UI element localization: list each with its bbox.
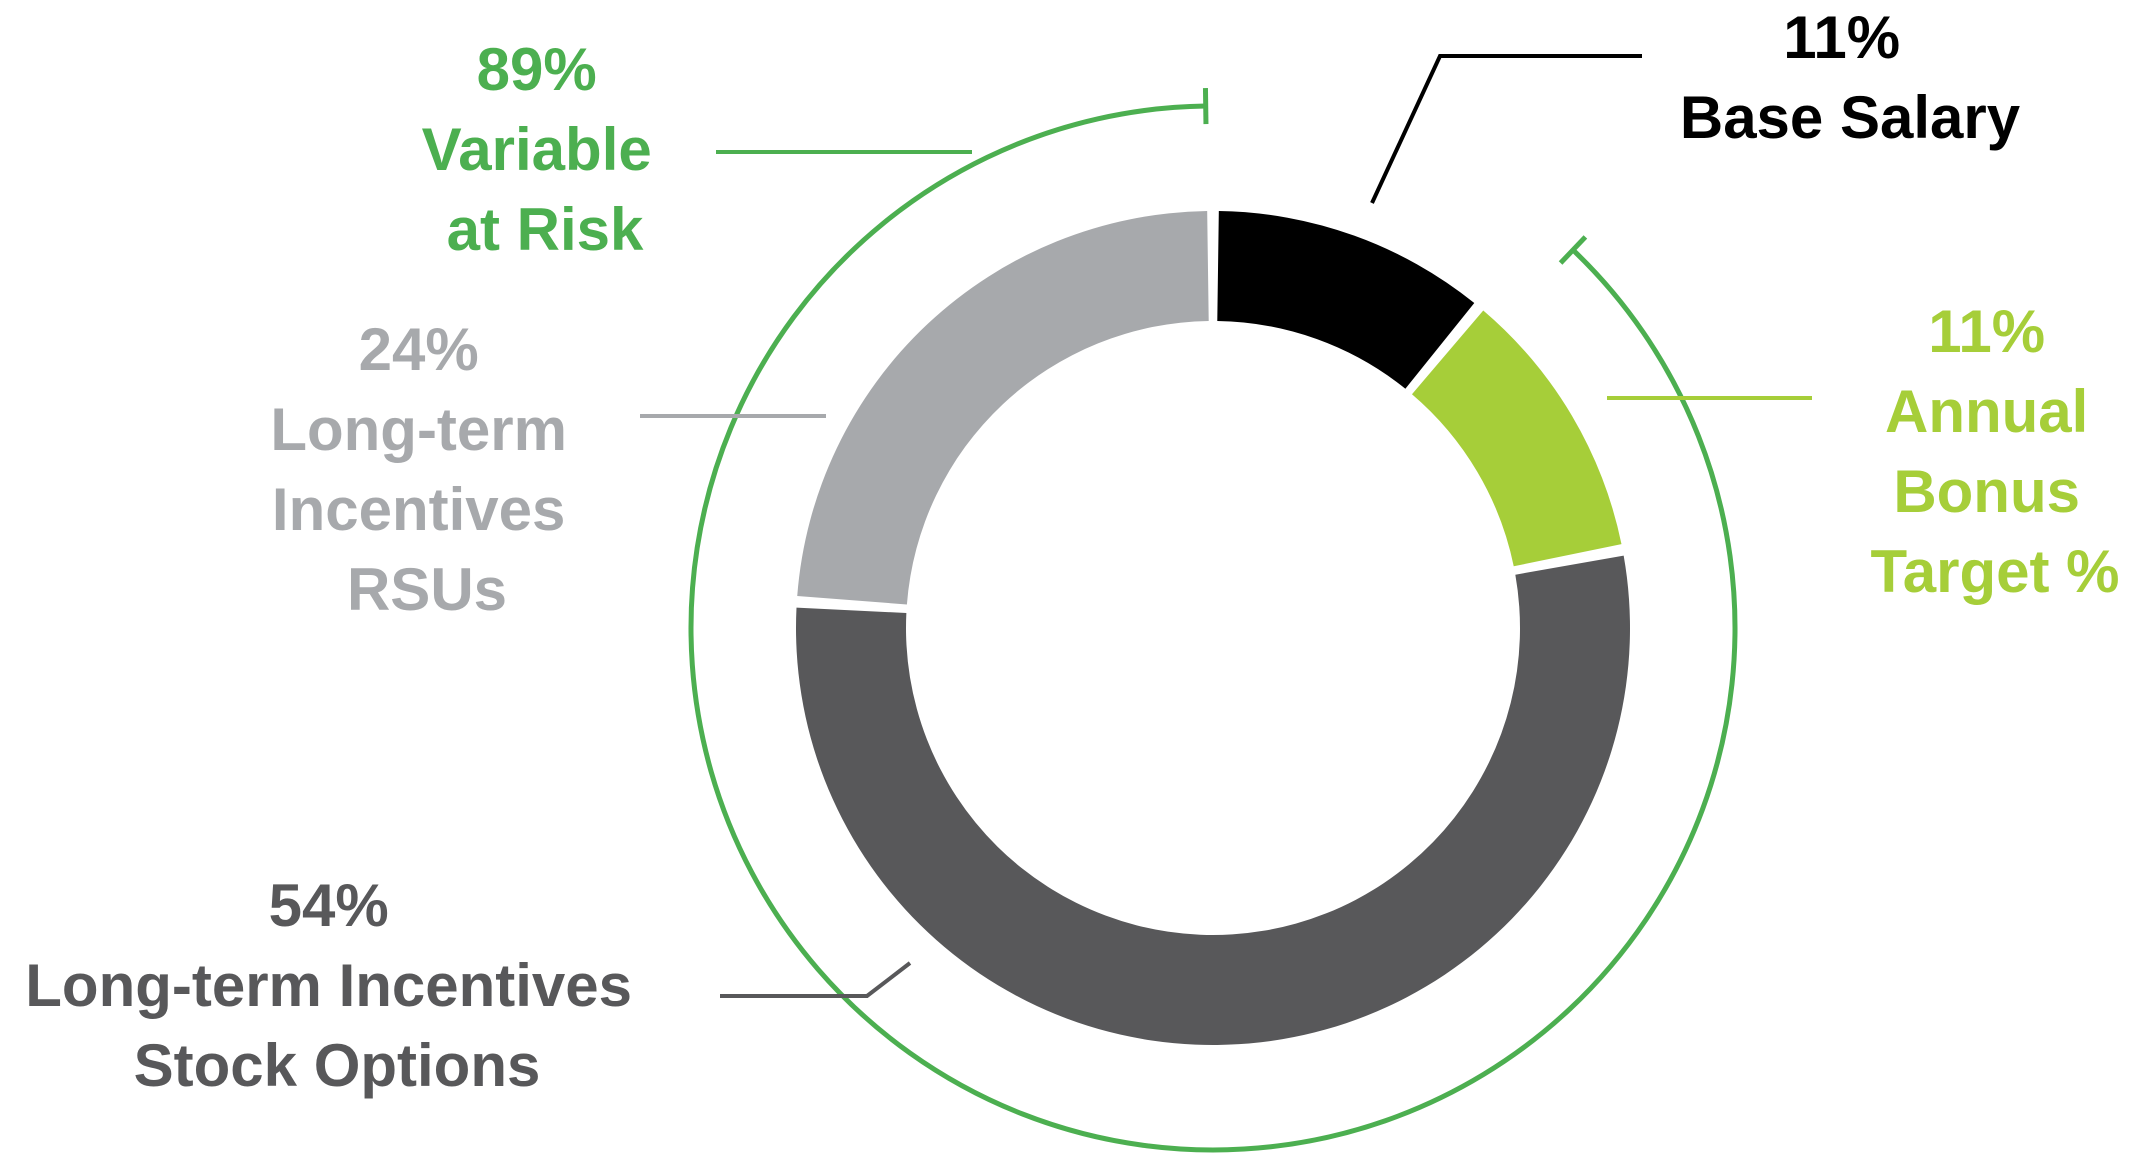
rsus-label: 24% Long-term Incentives RSUs — [270, 316, 583, 623]
rsus-line-1: Long-term — [270, 396, 567, 463]
base-salary-pct: 11% — [1783, 4, 1900, 71]
bracket-tick-start — [1558, 235, 1588, 265]
annual-bonus-pct: 11% — [1928, 298, 2045, 365]
stock-options-line-2: Stock Options — [134, 1032, 541, 1099]
leader-stock-options — [720, 961, 912, 998]
slice-rsus — [797, 211, 1209, 605]
rsus-line-3: RSUs — [347, 556, 507, 623]
slice-base — [1217, 211, 1475, 389]
annual-bonus-label: 11% Annual Bonus Target % — [1871, 298, 2120, 605]
stock-options-pct: 54% — [269, 872, 389, 939]
base-salary-line-1: Base Salary — [1680, 84, 2021, 151]
variable-at-risk-label: 89% Variable at Risk — [422, 36, 669, 263]
rsus-line-2: Incentives — [272, 476, 565, 543]
slice-options — [796, 555, 1630, 1046]
bracket-tick-end — [1202, 88, 1209, 125]
leader-layer — [640, 54, 1812, 998]
stock-options-label: 54% Long-term Incentives Stock Options — [25, 872, 648, 1099]
arc-layer — [688, 88, 1738, 1153]
annual-bonus-line-1: Annual — [1885, 378, 2088, 445]
variable-line-2: at Risk — [447, 196, 644, 263]
annual-bonus-line-3: Target % — [1871, 538, 2120, 605]
annual-bonus-line-2: Bonus — [1893, 458, 2080, 525]
variable-line-1: Variable — [422, 116, 652, 183]
variable-bracket-arc — [688, 103, 1738, 1153]
base-salary-label: 11% Base Salary — [1680, 4, 2021, 151]
stock-options-line-1: Long-term Incentives — [25, 952, 632, 1019]
rsus-pct: 24% — [359, 316, 479, 383]
leader-base-salary — [1370, 54, 1642, 204]
slice-bonus — [1411, 310, 1622, 567]
variable-pct: 89% — [477, 36, 597, 103]
